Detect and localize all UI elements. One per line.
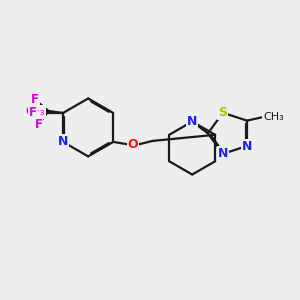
Text: O: O (128, 138, 138, 151)
Text: S: S (218, 106, 227, 119)
Text: F: F (31, 93, 39, 106)
Text: F: F (29, 106, 37, 119)
Text: CH₃: CH₃ (263, 112, 284, 122)
Text: N: N (58, 135, 68, 148)
Text: N: N (187, 115, 197, 128)
Text: F: F (34, 118, 43, 131)
Text: N: N (218, 147, 228, 161)
Text: CF₃: CF₃ (26, 106, 45, 118)
Text: N: N (242, 140, 252, 152)
